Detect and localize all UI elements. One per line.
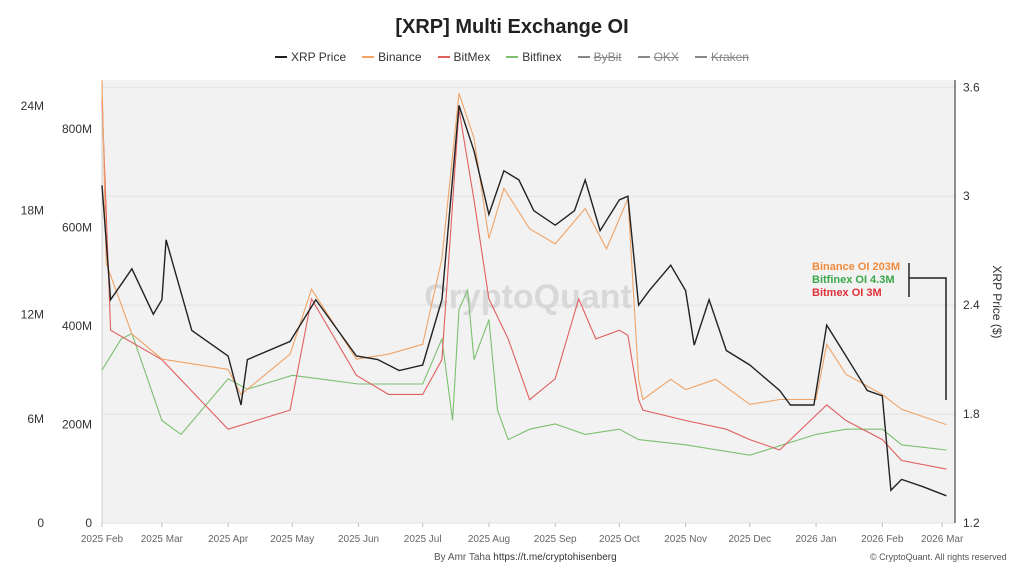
legend-label: Kraken xyxy=(710,50,749,64)
legend-swatch xyxy=(637,56,650,58)
x-tick-label: 2025 May xyxy=(270,534,314,545)
x-tick-label: 2025 Jun xyxy=(338,534,379,545)
x-tick-label: 2025 Aug xyxy=(468,534,510,545)
chart-title: [XRP] Multi Exchange OI xyxy=(395,16,629,38)
legend-swatch xyxy=(275,56,288,58)
x-tick-label: 2026 Feb xyxy=(861,534,904,545)
legend-item-binance[interactable]: Binance xyxy=(362,50,422,64)
y-right-tick: 1.8 xyxy=(963,407,980,421)
y-right-tick: 1.2 xyxy=(963,516,980,530)
x-tick-label: 2025 Feb xyxy=(81,534,124,545)
legend-label: Binance xyxy=(378,50,422,64)
legend-swatch xyxy=(506,56,519,58)
annotation-box: Binance OI 203M Bitfinex OI 4.3M Bitmex … xyxy=(812,261,900,300)
legend-swatch xyxy=(437,56,450,58)
y-right-tick: 3 xyxy=(963,189,970,203)
legend-label: Bitfinex xyxy=(522,50,562,64)
x-tick-label: 2025 Dec xyxy=(728,534,771,545)
y-left-inner-tick: 600M xyxy=(62,221,92,235)
legend-swatch xyxy=(694,56,707,58)
y-left-inner-tick: 800M xyxy=(62,122,92,136)
x-tick-label: 2025 Oct xyxy=(599,534,640,545)
y-left-inner-tick: 0 xyxy=(85,516,92,530)
annotation-bitfinex: Bitfinex OI 4.3M xyxy=(812,274,895,286)
legend-label: ByBit xyxy=(593,50,622,64)
footer-link[interactable]: https://t.me/cryptohisenberg xyxy=(493,552,617,563)
legend-item-bybit[interactable]: ByBit xyxy=(577,50,622,64)
x-tick-label: 2025 Sep xyxy=(534,534,577,545)
legend-item-kraken[interactable]: Kraken xyxy=(694,50,749,64)
plot-area xyxy=(102,80,955,523)
legend-swatch xyxy=(577,56,590,58)
series-line-xrp-price xyxy=(101,105,947,497)
y-left-inner-tick: 200M xyxy=(62,418,92,432)
x-tick-label: 2026 Jan xyxy=(795,534,836,545)
y-left-outer-tick: 0 xyxy=(37,516,44,530)
series-line-binance xyxy=(101,79,947,426)
x-tick-label: 2025 Apr xyxy=(208,534,249,545)
footer-credit: By Amr Taha https://t.me/cryptohisenberg xyxy=(434,552,617,563)
y-right-label: XRP Price ($) xyxy=(990,265,1004,338)
legend-swatch xyxy=(362,56,375,58)
y-left-outer-tick: 6M xyxy=(27,412,44,426)
annotation-binance: Binance OI 203M xyxy=(812,261,901,273)
legend: XRP Price Binance BitMex Bitfinex ByBit OKX Kr… xyxy=(0,50,1024,64)
annotation-bracket xyxy=(908,263,947,400)
y-right-tick: 2.4 xyxy=(963,298,980,312)
legend-item-xrp-price[interactable]: XRP Price xyxy=(275,50,346,64)
footer-author: By Amr Taha xyxy=(434,552,491,563)
legend-item-bitmex[interactable]: BitMex xyxy=(437,50,491,64)
footer-copyright: © CryptoQuant. All rights reserved xyxy=(870,552,1007,562)
y-left-outer-tick: 12M xyxy=(21,308,44,322)
legend-label: XRP Price xyxy=(291,50,347,64)
x-tick-label: 2025 Mar xyxy=(141,534,184,545)
x-tick-label: 2025 Jul xyxy=(404,534,442,545)
legend-item-okx[interactable]: OKX xyxy=(637,50,679,64)
y-left-inner-tick: 400M xyxy=(62,319,92,333)
legend-item-bitfinex[interactable]: Bitfinex xyxy=(506,50,562,64)
watermark: CryptoQuant xyxy=(424,278,632,316)
legend-label: OKX xyxy=(653,50,679,64)
y-left-outer-tick: 18M xyxy=(21,203,44,217)
y-right-tick: 3.6 xyxy=(963,80,980,94)
series-line-bitmex xyxy=(101,99,947,470)
x-tick-label: 2025 Nov xyxy=(664,534,707,545)
series-line-bitfinex xyxy=(101,288,947,456)
y-left-outer-tick: 24M xyxy=(21,99,44,113)
x-tick-label: 2026 Mar xyxy=(921,534,964,545)
legend-label: BitMex xyxy=(453,50,491,64)
annotation-bitmex: Bitmex OI 3M xyxy=(812,287,882,299)
